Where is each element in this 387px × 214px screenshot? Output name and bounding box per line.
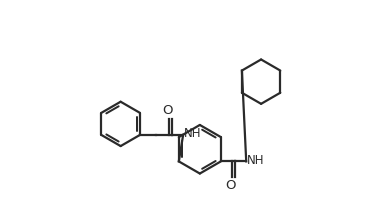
Text: NH: NH [183,127,201,140]
Text: O: O [226,179,236,192]
Text: O: O [163,104,173,117]
Text: NH: NH [247,154,264,167]
